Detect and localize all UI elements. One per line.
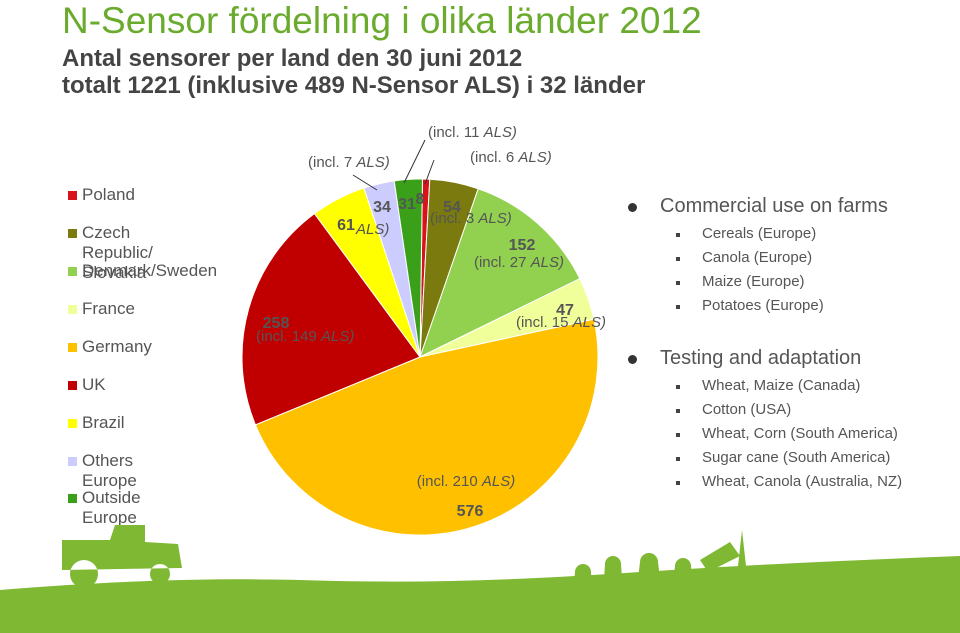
slice-als-label: (incl. 27 ALS)	[474, 254, 564, 271]
legend-label: Germany	[82, 337, 152, 356]
subtitle-line-2: totalt 1221 (inklusive 489 N-Sensor ALS)…	[62, 72, 646, 99]
item-marker	[676, 233, 680, 237]
use-item: Wheat, Maize (Canada)	[702, 377, 861, 394]
slice-als-label: (incl. 15 ALS)	[516, 314, 606, 331]
slice-value-label: 31	[398, 196, 416, 213]
legend-label: Poland	[82, 185, 135, 204]
section-bullet	[628, 355, 637, 364]
slice-labels: 8(incl. 6 ALS)54(incl. 3 ALS)152(incl. 2…	[256, 124, 606, 520]
item-marker	[676, 281, 680, 285]
use-item: Sugar cane (South America)	[702, 449, 891, 466]
slice-value-label: 34	[373, 199, 391, 216]
use-item: Cotton (USA)	[702, 401, 792, 418]
slice-als-label: ALS)	[355, 221, 389, 238]
subtitle-line-1: Antal sensorer per land den 30 juni 2012	[62, 45, 523, 72]
legend-swatch	[68, 457, 77, 466]
item-marker	[676, 257, 680, 261]
legend-swatch	[68, 305, 77, 314]
field-silhouette	[0, 556, 960, 633]
pie-slice-germany	[254, 318, 599, 536]
legend-label: Brazil	[82, 413, 125, 432]
pie-slice-denmark-sweden	[419, 188, 581, 358]
tractor-silhouette	[62, 525, 182, 588]
slice-value-label: 576	[457, 503, 484, 520]
legend-label: France	[82, 299, 135, 318]
pie-slice-uk	[241, 212, 421, 426]
item-marker	[676, 457, 680, 461]
slice-als-label: (incl. 7 ALS)	[308, 154, 390, 171]
leader-line	[352, 174, 378, 191]
legend-swatch	[68, 419, 77, 428]
slice-als-label: (incl. 149 ALS)	[256, 328, 354, 345]
section-title-testing: Testing and adaptation	[660, 347, 862, 369]
slice-als-label: (incl. 210 ALS)	[417, 473, 515, 490]
slice-value-label: 152	[509, 237, 536, 254]
use-item: Wheat, Corn (South America)	[702, 425, 898, 442]
legend-label: Denmark/Sweden	[82, 261, 218, 280]
legend-label: Outside Europe	[82, 488, 141, 527]
item-marker	[676, 481, 680, 485]
legend-swatch	[68, 343, 77, 352]
item-marker	[676, 433, 680, 437]
field-silhouette-illustration	[0, 525, 960, 633]
leader-lines	[352, 139, 435, 191]
item-marker	[676, 385, 680, 389]
legend-label: Czech Republic/ Slovakia	[82, 223, 153, 282]
legend-swatch	[68, 381, 77, 390]
leader-line	[403, 139, 426, 184]
use-item: Potatoes (Europe)	[702, 297, 824, 314]
legend-label: Others Europe	[82, 451, 137, 490]
item-marker	[676, 305, 680, 309]
use-item: Wheat, Canola (Australia, NZ)	[702, 473, 903, 490]
slice-als-label: (incl. 6 ALS)	[470, 149, 552, 166]
use-item: Canola (Europe)	[702, 249, 813, 266]
people-silhouette	[573, 530, 746, 596]
pie-slice-outside-europe	[393, 178, 423, 358]
slice-value-label: 47	[556, 302, 574, 319]
legend-swatch	[68, 494, 77, 503]
legend-label: UK	[82, 375, 106, 394]
leader-line	[424, 159, 435, 185]
slice-value-label: 54	[443, 199, 461, 216]
slice-als-label: (incl. 3 ALS)	[430, 210, 512, 227]
legend-swatch	[68, 191, 77, 200]
slice-value-label: 8	[416, 191, 425, 208]
page-title: N-Sensor fördelning i olika länder 2012	[62, 0, 702, 41]
slice-value-label: 258	[263, 315, 290, 332]
item-marker	[676, 409, 680, 413]
legend-swatch	[68, 229, 77, 238]
section-title-commercial: Commercial use on farms	[660, 195, 888, 217]
section-bullet	[628, 203, 637, 212]
slice-value-label: 61	[337, 217, 355, 234]
use-item: Maize (Europe)	[702, 273, 805, 290]
legend-swatch	[68, 267, 77, 276]
use-item: Cereals (Europe)	[702, 225, 817, 242]
slice-als-label: (incl. 11 ALS)	[428, 124, 517, 141]
pie-slices	[241, 178, 599, 536]
